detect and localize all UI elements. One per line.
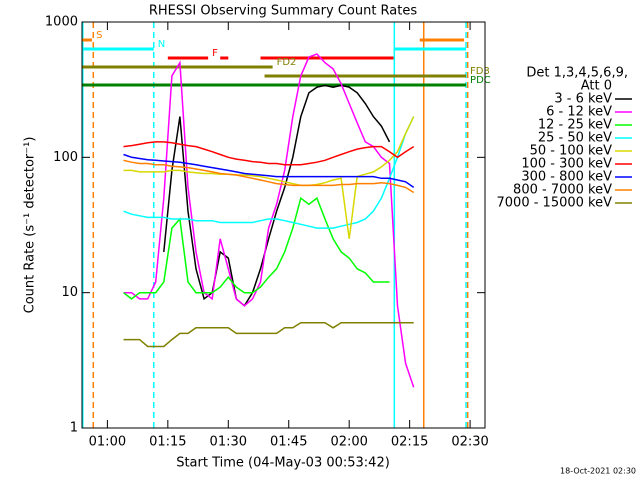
legend-label: 6 - 12 keV [546,105,612,120]
legend-label: 50 - 100 keV [530,144,613,159]
flag-label: N [158,39,165,50]
legend-label: 3 - 6 keV [554,92,612,107]
y-tick-label: 10 [61,285,78,300]
legend-label: 25 - 50 keV [538,131,612,146]
series-line [123,153,415,189]
series-line [123,53,415,388]
legend-label: 800 - 7000 keV [513,183,612,198]
flag-label: S [96,30,102,41]
x-tick-label: 01:30 [210,435,247,450]
flag-label: F [212,48,218,59]
x-tick-label: 02:15 [391,435,428,450]
series-line [123,116,415,229]
series-line [123,159,415,194]
legend-title: Att 0 [581,79,612,94]
flag-label: FD2 [277,57,297,68]
y-tick-label: 100 [53,150,78,165]
legend-label: 7000 - 15000 keV [497,196,613,211]
x-tick-label: 01:15 [149,435,186,450]
legend-label: 100 - 300 keV [521,157,612,172]
x-tick-label: 02:30 [451,435,488,450]
x-tick-label: 01:45 [270,435,307,450]
legend-label: 12 - 25 keV [538,118,612,133]
x-tick-label: 02:00 [330,435,367,450]
series-line [123,141,415,166]
footer: 18-Oct-2021 02:30 [560,467,636,476]
series-line [123,196,390,300]
flag-label: PDC [470,75,491,86]
x-tick-label: 01:00 [89,435,126,450]
flag-label: FD3 [470,66,490,77]
x-axis-label: Start Time (04-May-03 00:53:42) [176,456,390,471]
y-tick-label: 1 [70,421,78,436]
plot-frame [81,21,486,429]
series-line [163,84,391,307]
series-line [123,116,415,239]
series-line [123,321,414,348]
y-tick-label: 1000 [45,15,78,30]
chart-title: RHESSI Observing Summary Count Rates [149,4,418,19]
legend-label: 300 - 800 keV [521,170,612,185]
y-axis-label: Count Rate (s⁻¹ detector⁻¹) [23,137,38,314]
legend-title: Det 1,3,4,5,6,9, [526,66,628,81]
